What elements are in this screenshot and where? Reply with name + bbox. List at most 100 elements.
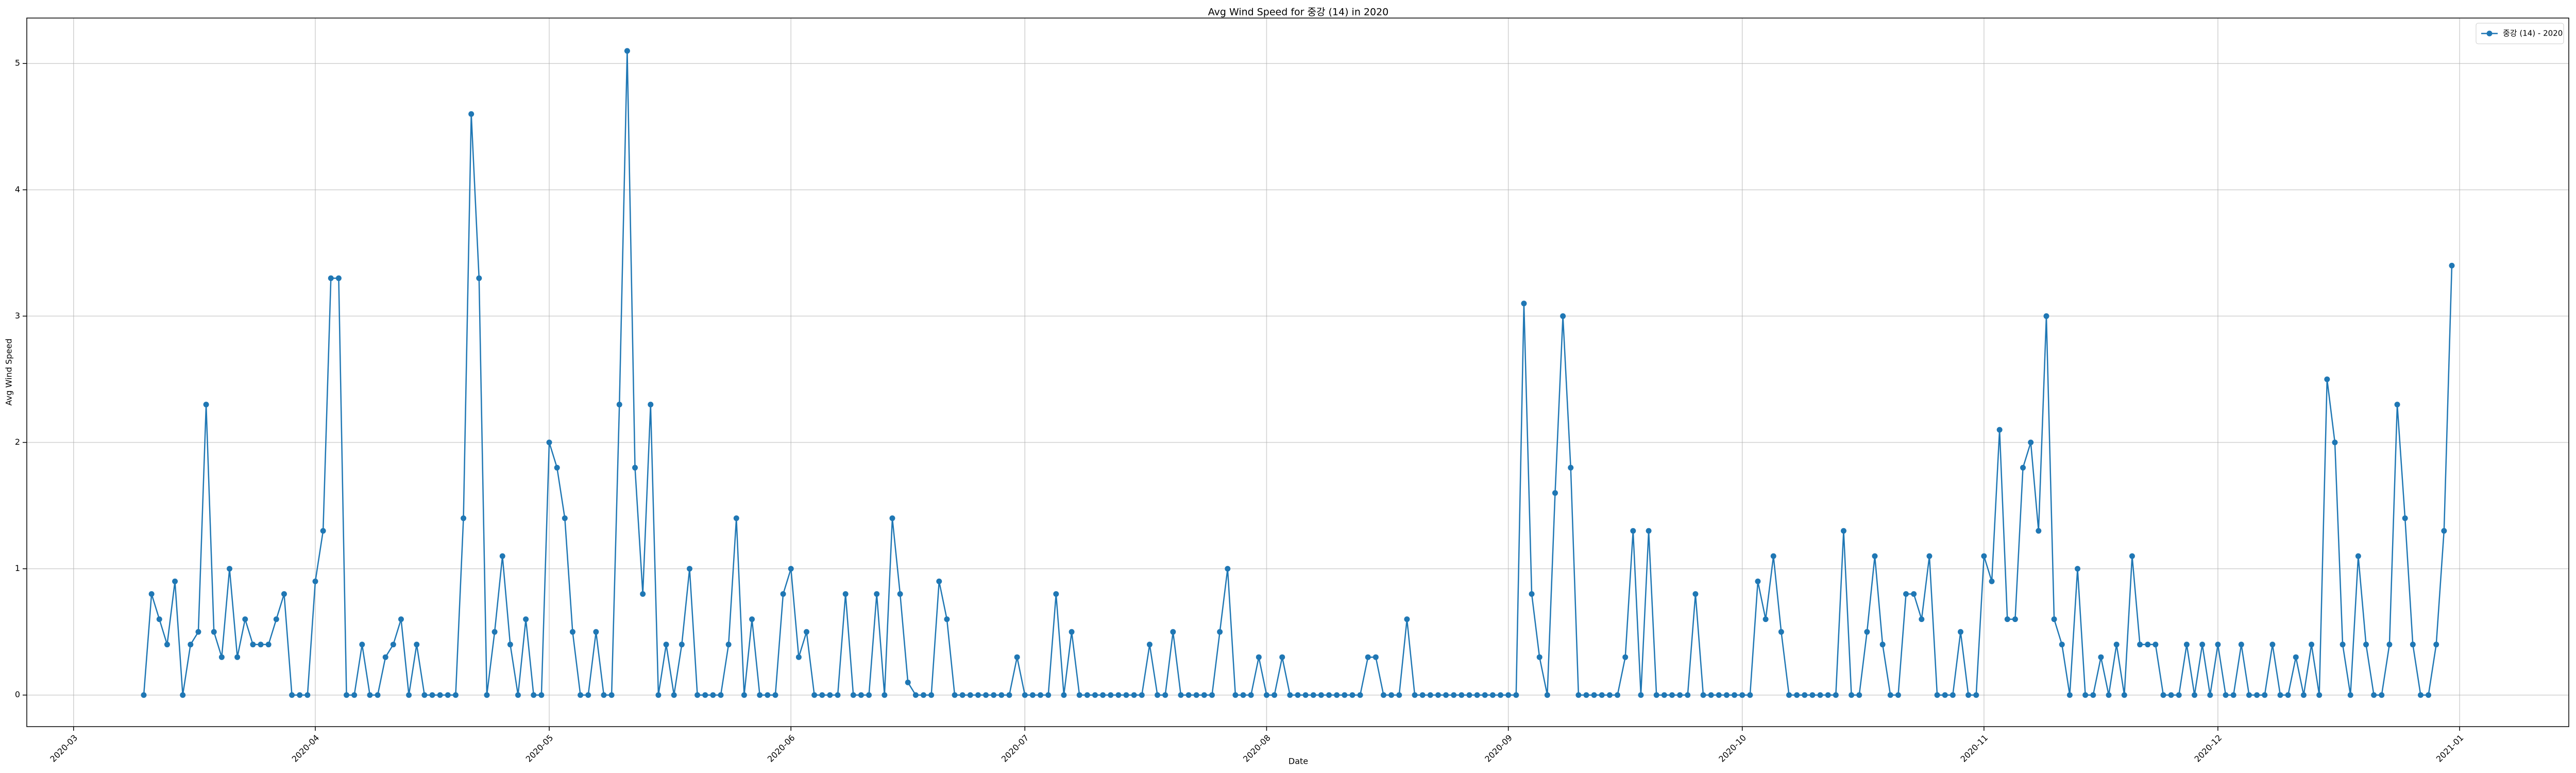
data-point	[725, 642, 732, 648]
data-point	[819, 692, 825, 698]
data-point	[593, 629, 599, 635]
data-point	[1349, 692, 1355, 698]
data-point	[1076, 692, 1082, 698]
data-point	[1879, 642, 1886, 648]
data-point	[421, 692, 428, 698]
data-point	[616, 401, 622, 408]
data-point	[1295, 692, 1301, 698]
data-point	[1685, 692, 1691, 698]
data-point	[1443, 692, 1449, 698]
data-point	[1053, 591, 1059, 597]
data-point	[180, 692, 186, 698]
data-point	[1661, 692, 1667, 698]
data-point	[1802, 692, 1808, 698]
data-point	[1342, 692, 1348, 698]
data-point	[1849, 692, 1855, 698]
data-point	[2402, 515, 2408, 522]
data-point	[679, 642, 685, 648]
y-tick-label: 3	[15, 311, 20, 321]
data-point	[2262, 692, 2268, 698]
data-point	[850, 692, 856, 698]
y-tick-label: 5	[15, 58, 20, 68]
data-point	[359, 642, 365, 648]
data-point	[741, 692, 747, 698]
data-point	[1092, 692, 1098, 698]
data-point	[1372, 654, 1379, 660]
data-point	[2309, 642, 2315, 648]
data-point	[1786, 692, 1792, 698]
data-point	[1240, 692, 1246, 698]
data-point	[897, 591, 903, 597]
plot-frame	[26, 18, 2569, 727]
data-point	[2028, 440, 2034, 446]
data-point	[468, 111, 474, 117]
data-point	[141, 692, 147, 698]
data-point	[390, 642, 396, 648]
data-point	[1131, 692, 1137, 698]
data-point	[1061, 692, 1067, 698]
data-point	[1552, 490, 1558, 496]
data-point	[2277, 692, 2283, 698]
data-point	[1435, 692, 1441, 698]
data-point	[2121, 692, 2127, 698]
data-point	[1505, 692, 1512, 698]
data-point	[2355, 553, 2361, 559]
data-point	[2347, 692, 2353, 698]
data-point	[1856, 692, 1862, 698]
data-point	[905, 679, 911, 685]
data-point	[1248, 692, 1254, 698]
data-point	[148, 591, 155, 597]
data-point	[1388, 692, 1395, 698]
data-point	[328, 275, 334, 281]
data-point	[1950, 692, 1956, 698]
data-point	[1038, 692, 1044, 698]
data-point	[1911, 591, 1917, 597]
data-point	[1279, 654, 1285, 660]
data-point	[2090, 692, 2096, 698]
data-point	[1544, 692, 1550, 698]
data-point	[1513, 692, 1519, 698]
data-point	[671, 692, 677, 698]
data-point	[858, 692, 864, 698]
data-point	[1708, 692, 1714, 698]
data-point	[1630, 528, 1636, 534]
data-point	[367, 692, 373, 698]
data-point	[1178, 692, 1184, 698]
data-point	[1817, 692, 1823, 698]
data-point	[2153, 642, 2159, 648]
data-point	[2098, 654, 2104, 660]
data-point	[1357, 692, 1363, 698]
data-point	[1615, 692, 1621, 698]
data-point	[2386, 642, 2393, 648]
data-point	[1669, 692, 1675, 698]
data-point	[1957, 629, 1963, 635]
data-point	[429, 692, 435, 698]
data-point	[1498, 692, 1504, 698]
data-point	[2145, 642, 2151, 648]
data-point	[1326, 692, 1332, 698]
data-point	[507, 642, 513, 648]
data-point	[281, 591, 287, 597]
data-point	[289, 692, 295, 698]
data-point	[414, 642, 420, 648]
data-point	[1069, 629, 1075, 635]
data-point	[227, 566, 233, 572]
data-point	[320, 528, 326, 534]
data-point	[998, 692, 1005, 698]
data-point	[2285, 692, 2291, 698]
data-point	[335, 275, 342, 281]
data-point	[2183, 642, 2190, 648]
data-point	[1981, 553, 1987, 559]
data-point	[1427, 692, 1433, 698]
data-point	[1272, 692, 1278, 698]
data-point	[2238, 642, 2244, 648]
data-point	[1599, 692, 1605, 698]
data-point	[1747, 692, 1753, 698]
data-point	[1256, 654, 1262, 660]
data-point	[203, 401, 209, 408]
data-point	[546, 440, 552, 446]
data-point	[1489, 692, 1496, 698]
data-point	[1732, 692, 1738, 698]
y-tick-label: 0	[15, 690, 20, 699]
data-point	[835, 692, 841, 698]
